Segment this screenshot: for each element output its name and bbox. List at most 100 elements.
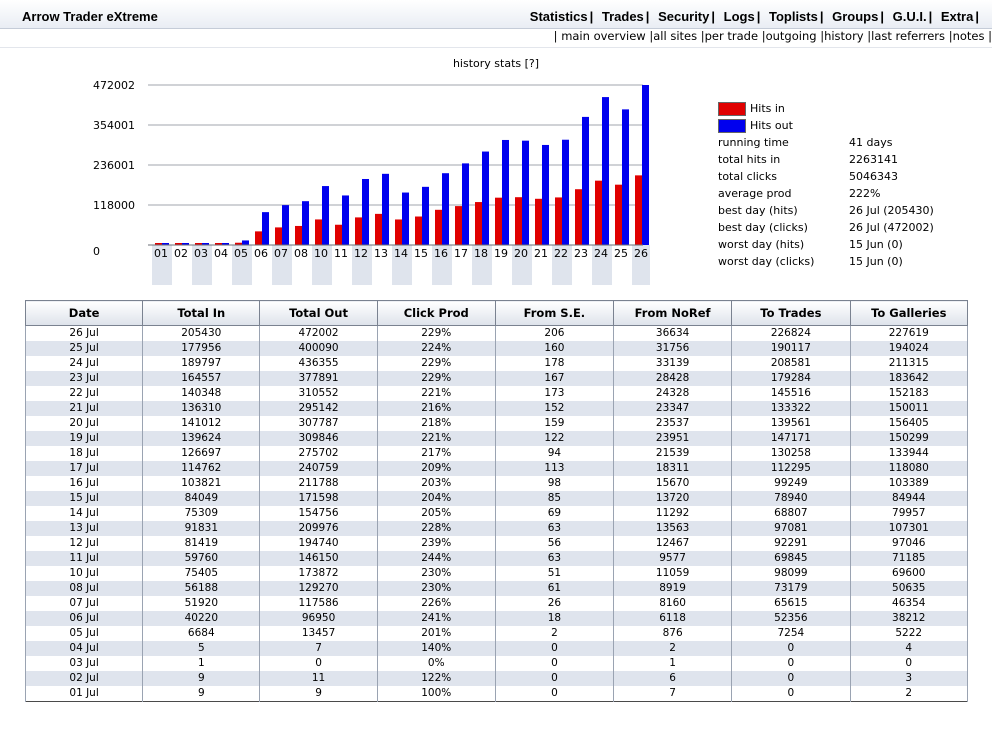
bar-hits-out	[562, 139, 569, 245]
x-tick-label: 25	[614, 247, 628, 260]
x-tick-label: 26	[634, 247, 648, 260]
column-header[interactable]: Total In	[142, 300, 261, 326]
table-cell: 36634	[612, 325, 733, 341]
table-cell: 0	[259, 656, 378, 671]
table-cell: 309846	[259, 431, 378, 446]
menu-trades[interactable]: Trades	[601, 9, 644, 24]
column-header[interactable]: To Galleries	[849, 300, 968, 326]
stat-row: best day (hits) 26 Jul (205430)	[718, 202, 934, 219]
table-cell: 136310	[142, 401, 261, 416]
bar-hits-out	[522, 140, 529, 245]
table-cell: 217%	[376, 446, 496, 461]
x-tick-label: 14	[394, 247, 408, 260]
legend-hits-out: Hits out	[718, 117, 934, 134]
submenu-outgoing[interactable]: outgoing	[765, 29, 817, 43]
submenu-all-sites[interactable]: all sites	[653, 29, 698, 43]
bar-hits-in	[535, 198, 542, 245]
column-header[interactable]: From S.E.	[494, 300, 615, 326]
table-cell: 0	[494, 656, 615, 671]
table-cell: 18311	[612, 461, 733, 476]
column-header[interactable]: From NoRef	[612, 300, 733, 326]
table-cell: 1	[612, 656, 733, 671]
bar-hits-out	[302, 201, 309, 245]
table-cell: 96950	[259, 611, 378, 626]
table-cell: 69600	[849, 566, 968, 581]
table-cell: 7254	[731, 626, 851, 641]
bar-hits-in	[175, 243, 182, 245]
table-cell: 98	[494, 476, 615, 491]
table-cell: 28428	[612, 371, 733, 386]
bar-hits-in	[395, 219, 402, 245]
table-cell: 177956	[142, 341, 261, 356]
table-cell: 227619	[849, 325, 968, 341]
table-cell: 114762	[142, 461, 261, 476]
category-band	[512, 245, 532, 285]
submenu-per-trade[interactable]: per trade	[704, 29, 759, 43]
table-cell: 4	[849, 641, 968, 656]
column-header[interactable]: Date	[24, 300, 144, 326]
table-cell: 310552	[259, 386, 378, 401]
table-cell: 377891	[259, 371, 378, 386]
menu-gui[interactable]: G.U.I.	[892, 9, 927, 24]
bar-hits-in	[635, 175, 642, 245]
y-tick-label: 472002	[93, 79, 135, 92]
category-band	[552, 245, 572, 285]
table-cell: 126697	[142, 446, 261, 461]
app-title: Arrow Trader eXtreme	[22, 9, 158, 24]
table-row: 06 Jul 40220 96950 241% 18 6118 52356 38212	[24, 611, 968, 626]
column-header[interactable]: Click Prod	[376, 300, 496, 326]
table-cell: 129270	[259, 581, 378, 596]
table-cell: 209976	[259, 521, 378, 536]
table-cell: 51	[494, 566, 615, 581]
table-cell: 229%	[376, 356, 496, 371]
table-cell: 94	[494, 446, 615, 461]
menu-extra[interactable]: Extra	[940, 9, 974, 24]
column-header[interactable]: To Trades	[731, 300, 851, 326]
legend-label: Hits out	[750, 119, 793, 132]
table-cell: 33139	[612, 356, 733, 371]
table-row: 04 Jul 5 7 140% 0 2 0 4	[24, 641, 968, 656]
submenu-notes[interactable]: notes	[952, 29, 985, 43]
table-cell: 0	[731, 641, 851, 656]
table-cell: 12467	[612, 536, 733, 551]
x-tick-label: 23	[574, 247, 588, 260]
menu-security[interactable]: Security	[658, 9, 710, 24]
bar-hits-in	[215, 243, 222, 245]
stat-value: 26 Jul (205430)	[849, 204, 934, 217]
table-cell: 2	[494, 626, 615, 641]
menu-statistics[interactable]: Statistics	[529, 9, 588, 24]
bar-hits-in	[375, 213, 382, 245]
table-cell: 9	[259, 686, 378, 702]
table-cell: 61	[494, 581, 615, 596]
menu-logs[interactable]: Logs	[723, 9, 755, 24]
submenu-last-referrers[interactable]: last referrers	[871, 29, 946, 43]
bar-hits-out	[362, 178, 369, 245]
table-row: 21 Jul 136310 295142 216% 152 23347 133322 1500…	[24, 401, 968, 416]
table-cell: 84944	[849, 491, 968, 506]
table-cell: 0	[731, 656, 851, 671]
x-tick-label: 13	[374, 247, 388, 260]
menu-toplists[interactable]: Toplists	[768, 9, 818, 24]
bar-hits-out	[502, 139, 509, 245]
table-cell: 16 Jul	[24, 476, 144, 491]
submenu-history[interactable]: history	[824, 29, 864, 43]
bar-hits-out	[462, 163, 469, 245]
table-cell: 400090	[259, 341, 378, 356]
table-row: 02 Jul 9 11 122% 0 6 0 3	[24, 671, 968, 686]
table-cell: 68807	[731, 506, 851, 521]
bar-hits-out	[162, 243, 169, 245]
table-cell: 11	[259, 671, 378, 686]
x-tick-label: 21	[534, 247, 548, 260]
x-tick-label: 20	[514, 247, 528, 260]
main-menu: Statistics | Trades | Security | Logs | Topl…	[529, 9, 979, 24]
column-header[interactable]: Total Out	[259, 300, 378, 326]
stat-value: 26 Jul (472002)	[849, 221, 934, 234]
chart-title[interactable]: history stats [?]	[452, 57, 540, 70]
stat-label: worst day (hits)	[718, 238, 805, 251]
table-cell: 239%	[376, 536, 496, 551]
menu-groups[interactable]: Groups	[832, 9, 879, 24]
submenu-main-overview[interactable]: main overview	[561, 29, 646, 43]
x-tick-label: 08	[294, 247, 308, 260]
stats-panel: Hits in Hits out running time 41 days tota…	[718, 100, 934, 270]
bar-hits-out	[402, 192, 409, 245]
